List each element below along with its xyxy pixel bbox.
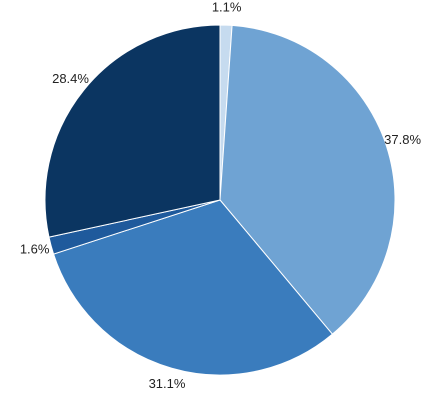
data-label: 1.6% bbox=[20, 242, 50, 257]
pie-slice bbox=[52, 199, 334, 376]
data-label: 31.1% bbox=[149, 376, 186, 391]
pie-slice bbox=[44, 24, 221, 238]
pie-slice bbox=[219, 24, 396, 335]
data-label: 37.8% bbox=[384, 132, 421, 147]
data-label: 1.1% bbox=[212, 0, 242, 15]
data-label: 28.4% bbox=[52, 71, 89, 86]
